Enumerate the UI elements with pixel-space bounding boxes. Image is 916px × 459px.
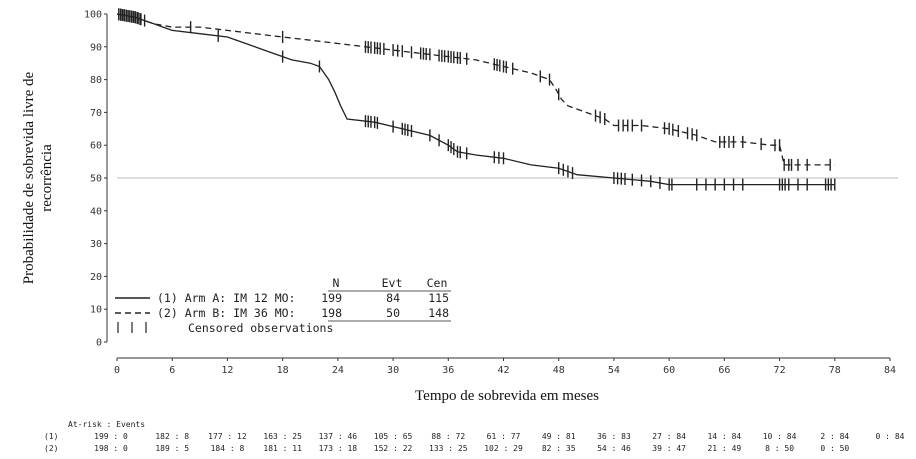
legend-n-arm-a: 199: [321, 291, 342, 305]
y-tick-label: 100: [84, 10, 102, 21]
x-axis-title: Tempo de sobrevida em meses: [415, 388, 599, 404]
at-risk-cell: 88 : 72: [431, 432, 465, 441]
y-tick-label: 0: [96, 338, 102, 349]
at-risk-cell: 10 : 84: [763, 432, 797, 441]
legend-header-n: N: [333, 276, 340, 290]
at-risk-cell: 133 : 25: [429, 444, 468, 453]
legend-censored-label: Censored observations: [188, 321, 333, 335]
x-tick-label: 60: [663, 365, 675, 376]
at-risk-cell: 105 : 65: [374, 432, 413, 441]
x-tick-label: 6: [169, 365, 175, 376]
at-risk-cell: 163 : 25: [263, 432, 302, 441]
series-line-2: [116, 13, 835, 166]
legend-label-arm-a: (1) Arm A: IM 12 MO:: [157, 291, 295, 305]
x-tick-label: 12: [221, 365, 233, 376]
at-risk-row-label-2: (2): [44, 444, 58, 453]
x-tick-label: 24: [332, 365, 344, 376]
y-axis-title-line2: recorrência: [39, 144, 55, 212]
at-risk-cell: 82 : 35: [542, 444, 576, 453]
y-tick-label: 20: [90, 272, 102, 283]
at-risk-row-label-1: (1): [44, 432, 58, 441]
x-tick-label: 0: [114, 365, 120, 376]
y-tick-label: 30: [90, 239, 102, 250]
legend-label-arm-b: (2) Arm B: IM 36 MO:: [157, 306, 295, 320]
y-tick-label: 80: [90, 75, 102, 86]
at-risk-cell: 21 : 49: [707, 444, 741, 453]
at-risk-cell: 36 : 83: [597, 432, 631, 441]
x-tick-label: 42: [497, 365, 509, 376]
x-tick-label: 78: [829, 365, 841, 376]
x-tick-label: 72: [774, 365, 786, 376]
legend-cen-arm-b: 148: [428, 306, 449, 320]
x-tick-label: 48: [553, 365, 565, 376]
at-risk-cell: 199 : 0: [94, 432, 128, 441]
at-risk-cell: 181 : 11: [263, 444, 302, 453]
at-risk-cell: 184 : 8: [211, 444, 245, 453]
legend: N Evt Cen (1) Arm A: IM 12 MO: 199 84 11…: [115, 276, 451, 335]
at-risk-title: At-risk : Events: [68, 420, 145, 429]
at-risk-cell: 49 : 81: [542, 432, 576, 441]
y-tick-label: 50: [90, 174, 102, 185]
at-risk-cell: 177 : 12: [208, 432, 247, 441]
at-risk-cell: 0 : 84: [876, 432, 905, 441]
at-risk-cell: 54 : 46: [597, 444, 631, 453]
legend-censor-swatch: [117, 322, 147, 333]
legend-header-evt: Evt: [382, 276, 403, 290]
x-tick-label: 66: [718, 365, 730, 376]
legend-n-arm-b: 198: [321, 306, 342, 320]
at-risk-cell: 152 : 22: [374, 444, 413, 453]
x-tick-label: 84: [884, 365, 896, 376]
at-risk-cell: 198 : 0: [94, 444, 128, 453]
y-tick-label: 70: [90, 108, 102, 119]
y-tick-label: 10: [90, 305, 102, 316]
y-tick-label: 40: [90, 206, 102, 217]
at-risk-cell: 27 : 84: [652, 432, 686, 441]
y-tick-label: 60: [90, 141, 102, 152]
at-risk-cell: 2 : 84: [820, 432, 849, 441]
legend-header-cen: Cen: [427, 276, 448, 290]
legend-evt-arm-a: 84: [386, 291, 400, 305]
y-axis-title-line1: Probabilidade de sobrevida livre de: [21, 71, 37, 284]
at-risk-values: 199 : 0 182 : 8 177 : 12 163 : 25 137 : 46 10…: [94, 432, 904, 453]
at-risk-cell: 102 : 29: [484, 444, 523, 453]
axes: 0 10 20 30 40 50 60 70 80 90 100 0 6 12 18 24 30 36 42 48 54…: [84, 10, 896, 377]
y-tick-label: 90: [90, 42, 102, 53]
legend-cen-arm-a: 115: [428, 291, 449, 305]
at-risk-cell: 173 : 18: [319, 444, 358, 453]
at-risk-cell: 39 : 47: [652, 444, 686, 453]
x-tick-label: 36: [442, 365, 454, 376]
at-risk-cell: 0 : 50: [820, 444, 849, 453]
at-risk-cell: 61 : 77: [487, 432, 521, 441]
at-risk-cell: 137 : 46: [319, 432, 358, 441]
x-tick-label: 18: [277, 365, 289, 376]
at-risk-cell: 14 : 84: [707, 432, 741, 441]
at-risk-cell: 189 : 5: [155, 444, 189, 453]
legend-evt-arm-b: 50: [386, 306, 400, 320]
series-group: [116, 8, 836, 191]
x-tick-label: 54: [608, 365, 620, 376]
at-risk-cell: 182 : 8: [155, 432, 189, 441]
x-tick-label: 30: [387, 365, 399, 376]
series-line-1: [116, 13, 835, 186]
at-risk-cell: 8 : 50: [765, 444, 794, 453]
